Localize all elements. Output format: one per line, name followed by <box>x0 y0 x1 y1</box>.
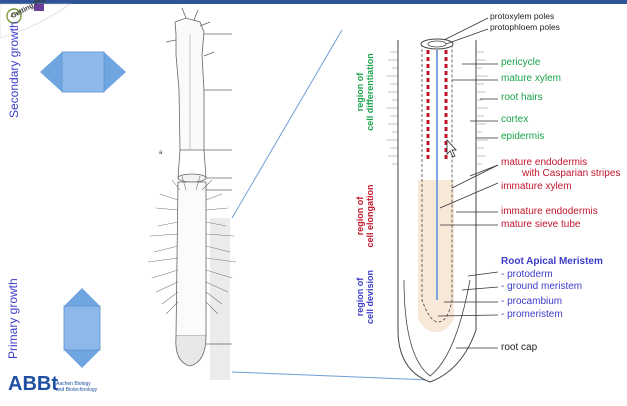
label-root-hairs: root hairs <box>501 92 543 103</box>
secondary-growth-arrow <box>40 51 126 93</box>
abbt-logo-line2: and Biotechnology <box>56 387 98 393</box>
label-pericycle: pericycle <box>501 57 541 68</box>
getting-practical-logo <box>0 3 71 39</box>
secondary-growth-label: Secondary growth <box>7 21 21 118</box>
primary-growth-label: Primary growth <box>6 278 20 359</box>
leader-lines <box>437 17 499 349</box>
label-immature-endodermis: immature endodermis <box>501 206 598 217</box>
abbt-logo-line1: Aachen Biology <box>56 381 91 387</box>
label-root-apical-meristem: Root Apical Meristem <box>501 256 603 267</box>
region-elongation-label: region of cell elongation <box>355 184 375 248</box>
primary-growth-arrow <box>63 288 101 368</box>
label-casparian-stripes: with Casparian stripes <box>522 168 621 179</box>
connector-lines <box>231 29 431 381</box>
header-strip <box>0 0 627 4</box>
label-ground-meristem: - ground meristem <box>501 281 583 292</box>
region-division-label: region of cell devision <box>355 269 375 325</box>
label-promeristem: - promeristem <box>501 309 563 320</box>
abbt-logo-mark: ABBt <box>8 373 58 395</box>
label-protoxylem-poles: protoxylem poles <box>490 11 555 21</box>
root-sketch <box>147 7 237 380</box>
label-epidermis: epidermis <box>501 131 545 142</box>
label-immature-xylem: immature xylem <box>501 181 572 192</box>
label-protophloem-poles: protophloem poles <box>490 22 560 32</box>
label-mature-endodermis: mature endodermis <box>501 157 588 168</box>
region-differentiation-label: region of cell differentiation <box>355 53 375 131</box>
label-protoderm: - protoderm <box>501 269 553 280</box>
label-mature-sieve-tube: mature sieve tube <box>501 219 581 230</box>
label-mature-xylem: mature xylem <box>501 73 562 84</box>
figure-label-a: a <box>159 150 163 156</box>
label-root-cap: root cap <box>501 342 538 353</box>
label-procambium: - procambium <box>501 296 563 307</box>
root-tip-diagram <box>386 38 488 383</box>
label-cortex: cortex <box>501 114 529 125</box>
abbt-logo: ABBt <box>8 373 58 395</box>
